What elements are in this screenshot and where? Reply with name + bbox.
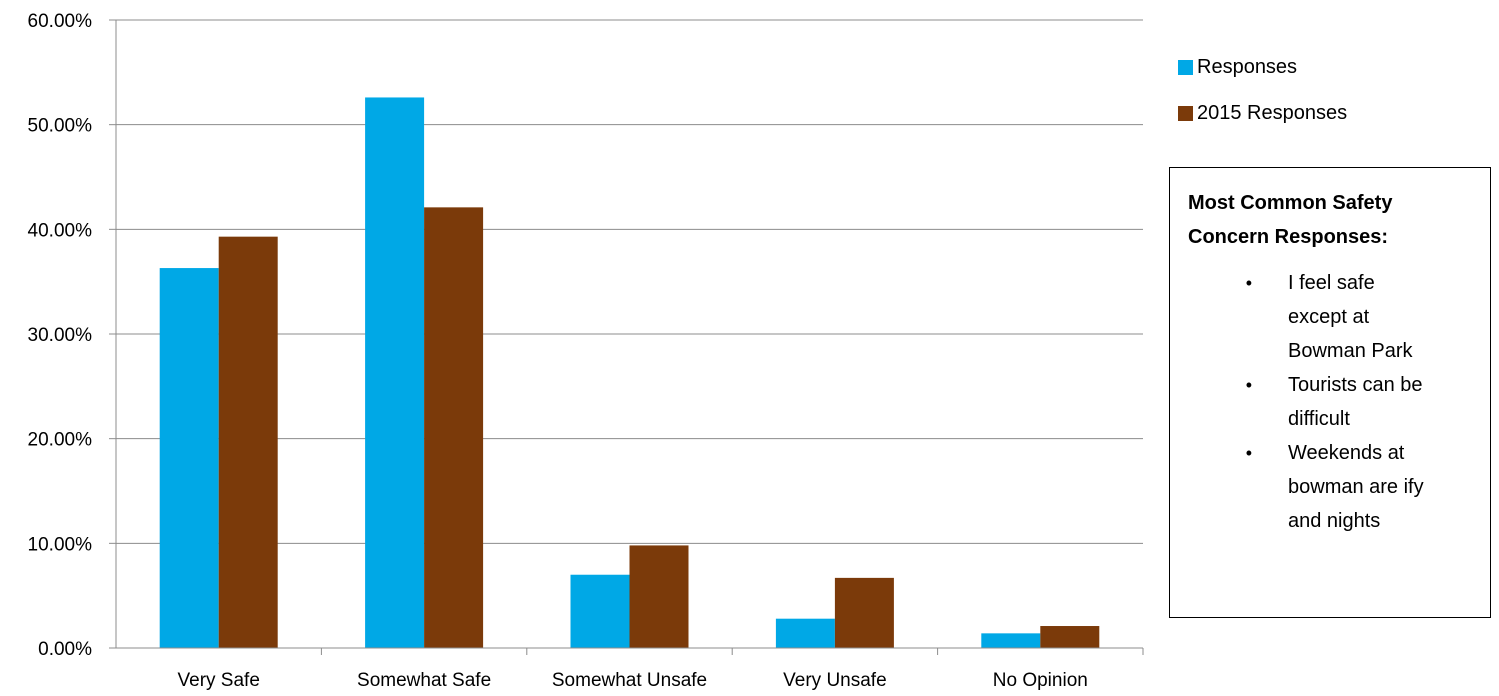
bar [218, 236, 278, 648]
x-tick-label: Somewhat Unsafe [552, 670, 707, 691]
bar [424, 207, 484, 648]
bullet-icon: • [1245, 443, 1252, 463]
bar [570, 574, 630, 648]
y-tick-label: 20.00% [28, 430, 93, 451]
legend-label: Responses [1197, 55, 1298, 78]
bar [775, 618, 835, 648]
bar [159, 268, 219, 648]
legend-item-responses: Responses [1178, 52, 1347, 82]
y-tick-label: 40.00% [28, 220, 93, 241]
note-item-text: Weekends at bowman are ify and nights [1288, 442, 1424, 532]
note-item-text: I feel safe except at Bowman Park [1288, 272, 1413, 362]
x-tick-label: Very Unsafe [783, 670, 887, 691]
x-tick-label: Very Safe [178, 670, 260, 691]
y-tick-label: 30.00% [28, 325, 93, 346]
legend-item-2015-responses: 2015 Responses [1178, 98, 1347, 128]
bars [159, 97, 1100, 649]
gridlines [116, 19, 1143, 544]
note-item-text: Tourists can be difficult [1288, 374, 1423, 430]
bar [365, 97, 425, 649]
list-item: • Weekends at bowman are ify and nights [1188, 436, 1478, 538]
safety-concern-textbox: Most Common Safety Concern Responses: • … [1169, 167, 1491, 618]
y-tick-label: 10.00% [28, 534, 93, 555]
list-item: • I feel safe except at Bowman Park [1188, 266, 1478, 368]
bullet-icon: • [1245, 273, 1252, 293]
bar [981, 633, 1041, 648]
bar [629, 545, 689, 648]
x-tick-label: No Opinion [993, 670, 1088, 691]
y-tick-label: 50.00% [28, 116, 93, 137]
y-tick-label: 0.00% [38, 639, 92, 660]
legend-label: 2015 Responses [1197, 101, 1348, 124]
axis-labels: 0.00% 10.00% 20.00% 30.00% 40.00% 50.00% 60.00… [28, 11, 1088, 691]
x-tick-label: Somewhat Safe [357, 670, 491, 691]
axes [109, 19, 1144, 655]
legend-swatch-2015-responses [1178, 105, 1193, 121]
bar [834, 577, 894, 648]
list-item: • Tourists can be difficult [1188, 368, 1478, 436]
note-list: • I feel safe except at Bowman Park • To… [1188, 266, 1478, 538]
legend-swatch-responses [1178, 59, 1193, 75]
bar [1040, 626, 1100, 648]
chart-legend: Responses 2015 Responses [1178, 52, 1347, 144]
note-title: Most Common Safety Concern Responses: [1188, 192, 1393, 248]
y-tick-label: 60.00% [28, 11, 93, 32]
bullet-icon: • [1245, 375, 1252, 395]
